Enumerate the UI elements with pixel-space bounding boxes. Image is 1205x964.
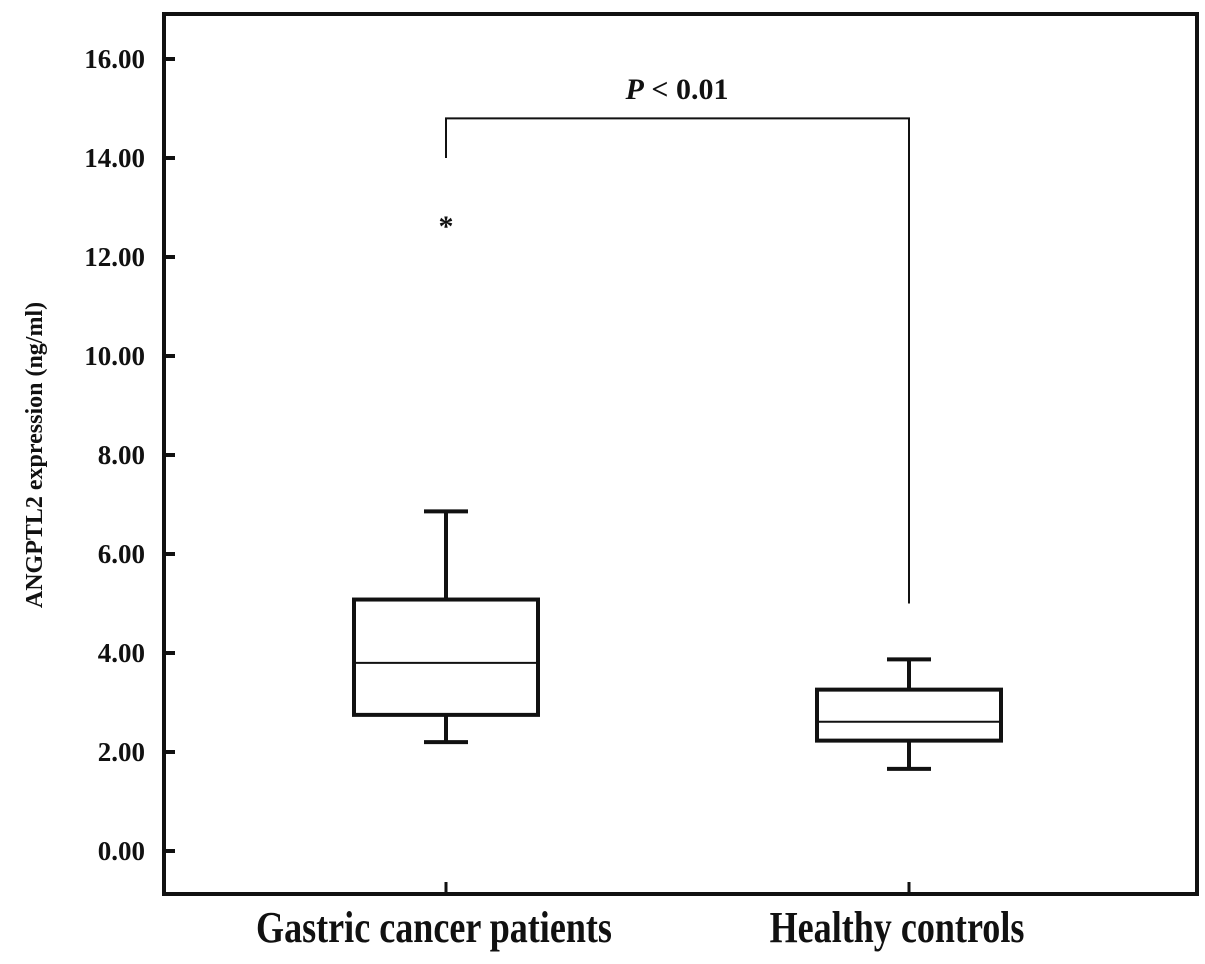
box-healthy-controls: [815, 657, 1003, 771]
y-tick-label: 12.00: [84, 242, 145, 272]
y-axis-label: ANGPTL2 expression (ng/ml): [22, 302, 48, 608]
y-tick-label: 10.00: [84, 341, 145, 371]
y-tick-label: 14.00: [84, 143, 145, 173]
iqr-box: [815, 687, 1003, 743]
p-symbol: P: [625, 73, 645, 106]
y-tick-label: 2.00: [98, 737, 145, 767]
y-tick-label: 6.00: [98, 539, 145, 569]
plot-frame: [162, 12, 1199, 896]
x-category-label: Healthy controls: [770, 903, 1025, 952]
iqr-box: [352, 597, 540, 717]
p-value-label: P < 0.01: [625, 73, 729, 106]
y-tick-label: 16.00: [84, 44, 145, 74]
y-tick-label: 4.00: [98, 638, 145, 668]
p-value-text: < 0.01: [644, 73, 729, 106]
y-tick-label: 0.00: [98, 836, 145, 866]
box-gastric-cancer: *: [352, 210, 540, 745]
significance-bracket: [445, 117, 910, 604]
outlier-marker: *: [439, 210, 454, 243]
y-tick-label: 8.00: [98, 440, 145, 470]
x-category-label: Gastric cancer patients: [256, 903, 612, 952]
